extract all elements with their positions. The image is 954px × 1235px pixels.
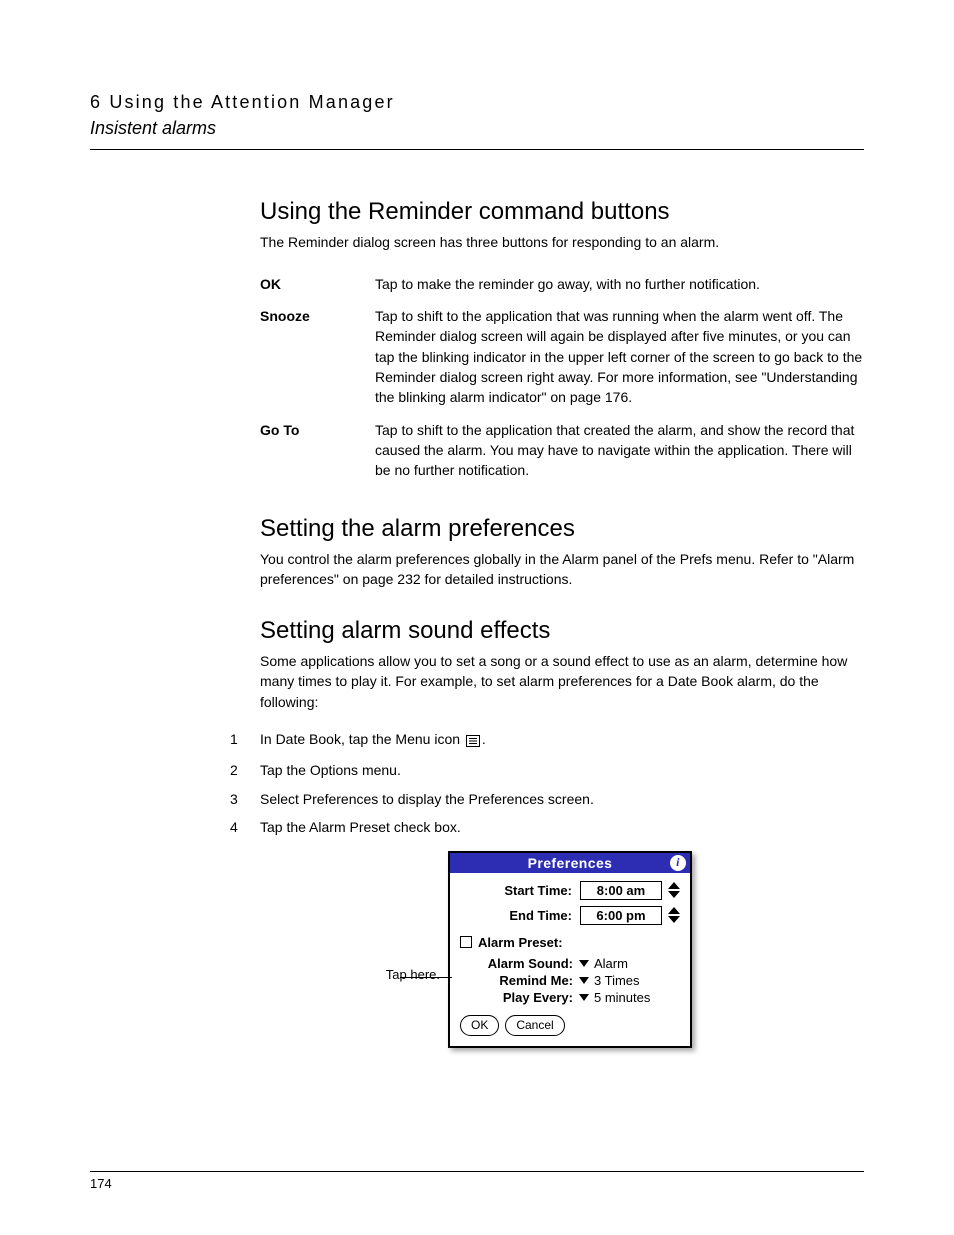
- alarm-preset-checkbox[interactable]: [460, 936, 472, 948]
- dialog-button-row: OK Cancel: [460, 1015, 680, 1036]
- dropdown-icon[interactable]: [579, 960, 589, 967]
- remind-me-label: Remind Me:: [478, 973, 579, 988]
- term-ok: OK: [260, 268, 375, 300]
- end-time-label: End Time:: [460, 908, 580, 923]
- remind-me-row: Remind Me: 3 Times: [478, 973, 680, 988]
- step-text: In Date Book, tap the Menu icon: [260, 731, 464, 747]
- table-row: Snooze Tap to shift to the application t…: [260, 300, 870, 413]
- play-every-value[interactable]: 5 minutes: [594, 990, 650, 1005]
- chapter-title: 6 Using the Attention Manager: [90, 90, 864, 114]
- desc-goto: Tap to shift to the application that cre…: [375, 414, 870, 487]
- prefs-body: You control the alarm preferences global…: [260, 549, 870, 590]
- alarm-preset-row: Alarm Preset:: [460, 935, 680, 950]
- step-text: Tap the Alarm Preset check box.: [260, 819, 461, 835]
- header-rule: [90, 149, 864, 150]
- start-time-label: Start Time:: [460, 883, 580, 898]
- main-content: Using the Reminder command buttons The R…: [260, 198, 870, 1048]
- footer-rule: [90, 1171, 864, 1172]
- list-item: Tap the Alarm Preset check box.: [230, 816, 870, 838]
- menu-icon: [466, 731, 480, 753]
- heading-sound: Setting alarm sound effects: [260, 617, 870, 645]
- chevron-up-icon[interactable]: [668, 882, 680, 889]
- running-header: 6 Using the Attention Manager Insistent …: [90, 90, 864, 150]
- play-every-label: Play Every:: [478, 990, 579, 1005]
- alarm-preset-label: Alarm Preset:: [478, 935, 563, 950]
- start-time-value[interactable]: 8:00 am: [580, 881, 662, 900]
- sound-body: Some applications allow you to set a son…: [260, 651, 870, 712]
- term-snooze: Snooze: [260, 300, 375, 413]
- alarm-sound-row: Alarm Sound: Alarm: [478, 956, 680, 971]
- page-footer: 174: [90, 1171, 864, 1191]
- remind-me-value[interactable]: 3 Times: [594, 973, 640, 988]
- table-row: OK Tap to make the reminder go away, wit…: [260, 268, 870, 300]
- page-number: 174: [90, 1176, 864, 1191]
- list-item: Tap the Options menu.: [230, 759, 870, 781]
- section-title: Insistent alarms: [90, 116, 864, 140]
- alarm-sound-label: Alarm Sound:: [478, 956, 579, 971]
- list-item: Select Preferences to display the Prefer…: [230, 788, 870, 810]
- alarm-sound-value[interactable]: Alarm: [594, 956, 628, 971]
- figure-row: Tap here. Preferences i Start Time: 8:00…: [260, 851, 870, 1048]
- manual-page: 6 Using the Attention Manager Insistent …: [0, 0, 954, 1235]
- chevron-down-icon[interactable]: [668, 916, 680, 923]
- end-time-row: End Time: 6:00 pm: [460, 906, 680, 925]
- reminder-definitions: OK Tap to make the reminder go away, wit…: [260, 268, 870, 487]
- dialog-title: Preferences: [528, 855, 613, 871]
- dialog-titlebar: Preferences i: [450, 853, 690, 873]
- start-time-spinner[interactable]: [668, 882, 680, 898]
- list-item: In Date Book, tap the Menu icon .: [230, 728, 870, 753]
- chevron-up-icon[interactable]: [668, 907, 680, 914]
- step-text: Select Preferences to display the Prefer…: [260, 791, 594, 807]
- end-time-spinner[interactable]: [668, 907, 680, 923]
- callout-text: Tap here.: [386, 967, 440, 982]
- callout-leader-line: [400, 977, 452, 978]
- step-text: Tap the Options menu.: [260, 762, 401, 778]
- start-time-row: Start Time: 8:00 am: [460, 881, 680, 900]
- cancel-button[interactable]: Cancel: [505, 1015, 564, 1036]
- dialog-body: Start Time: 8:00 am End Time: 6:00: [450, 873, 690, 1046]
- table-row: Go To Tap to shift to the application th…: [260, 414, 870, 487]
- play-every-row: Play Every: 5 minutes: [478, 990, 680, 1005]
- callout: Tap here.: [260, 851, 448, 982]
- chevron-down-icon[interactable]: [668, 891, 680, 898]
- dropdown-icon[interactable]: [579, 977, 589, 984]
- steps-list: In Date Book, tap the Menu icon . Tap th…: [230, 728, 870, 839]
- dropdown-icon[interactable]: [579, 994, 589, 1001]
- reminder-intro: The Reminder dialog screen has three but…: [260, 232, 870, 252]
- step-text-post: .: [482, 731, 486, 747]
- heading-prefs: Setting the alarm preferences: [260, 515, 870, 543]
- desc-ok: Tap to make the reminder go away, with n…: [375, 268, 870, 300]
- term-goto: Go To: [260, 414, 375, 487]
- end-time-value[interactable]: 6:00 pm: [580, 906, 662, 925]
- preferences-dialog: Preferences i Start Time: 8:00 am: [448, 851, 692, 1048]
- desc-snooze: Tap to shift to the application that was…: [375, 300, 870, 413]
- heading-reminder: Using the Reminder command buttons: [260, 198, 870, 226]
- ok-button[interactable]: OK: [460, 1015, 499, 1036]
- info-icon[interactable]: i: [670, 855, 686, 871]
